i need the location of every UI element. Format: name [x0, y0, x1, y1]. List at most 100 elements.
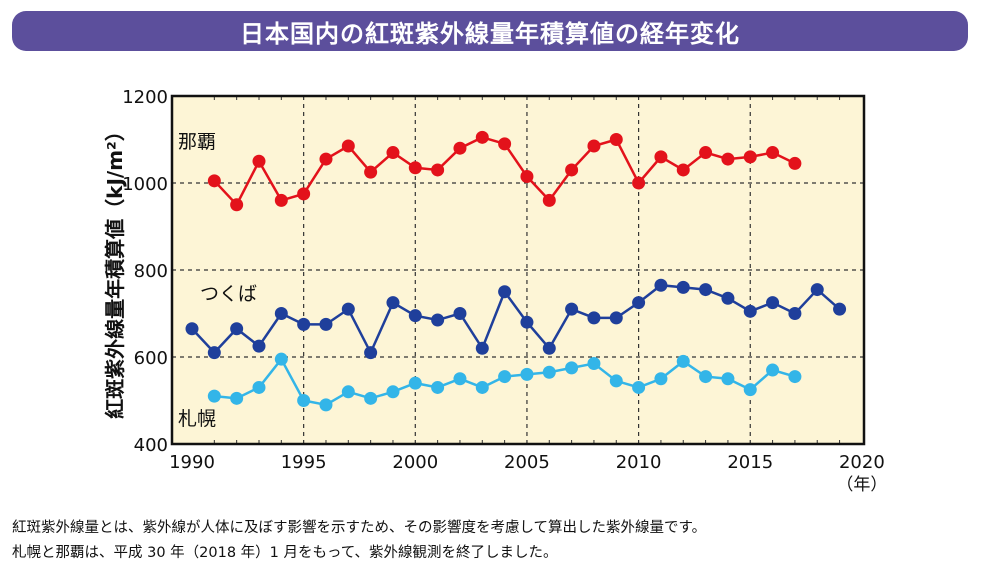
data-point [587, 311, 601, 325]
data-point [609, 133, 623, 146]
data-point [542, 193, 556, 207]
footnote-1: 紅斑紫外線量とは、紫外線が人体に及ぼす影響を示すため、その影響度を考慮して算出し… [12, 520, 707, 536]
data-point [475, 380, 489, 394]
data-point [431, 380, 445, 394]
data-point [475, 341, 489, 355]
series-label: つくば [200, 283, 257, 305]
data-point [252, 154, 266, 168]
data-point [498, 370, 512, 384]
y-tick-label: 1000 [122, 174, 168, 195]
x-tick-label: 1995 [281, 452, 327, 473]
data-point [565, 302, 579, 316]
data-point [207, 389, 221, 403]
data-point [185, 322, 199, 336]
data-point [676, 280, 690, 294]
data-point [721, 152, 735, 166]
data-point [721, 372, 735, 386]
data-point [274, 193, 288, 207]
data-point [587, 139, 601, 153]
x-tick-label: 2000 [392, 452, 438, 473]
data-point [788, 307, 802, 320]
x-tick-label: 1990 [169, 452, 215, 473]
data-point [252, 380, 266, 394]
data-point [810, 283, 824, 297]
x-tick-label: 2020 [839, 452, 885, 473]
data-point [766, 146, 780, 160]
y-tick-label: 1200 [122, 87, 168, 108]
data-point [609, 374, 623, 388]
x-tick-label: 2015 [727, 452, 773, 473]
x-tick-label: 2010 [616, 452, 662, 473]
data-point [408, 376, 422, 390]
x-axis-label: （年） [836, 475, 887, 495]
x-tick-label: 2005 [504, 452, 550, 473]
data-point [230, 198, 244, 212]
data-point [230, 322, 244, 336]
data-point [699, 146, 713, 160]
data-point [632, 296, 646, 310]
data-point [431, 313, 445, 327]
data-point [788, 156, 802, 170]
data-point [766, 363, 780, 377]
data-point [565, 361, 579, 375]
data-point [699, 283, 713, 297]
data-point [252, 339, 266, 353]
data-point [453, 372, 467, 386]
data-point [542, 365, 556, 379]
data-point [676, 354, 690, 368]
data-point [319, 317, 333, 331]
data-point [341, 139, 355, 153]
data-point [632, 176, 646, 190]
data-point [408, 309, 422, 323]
data-point [632, 380, 646, 394]
data-point [609, 311, 623, 325]
series-label: 那覇 [178, 131, 216, 153]
data-point [386, 296, 400, 310]
y-tick-label: 800 [134, 261, 168, 282]
data-point [453, 141, 467, 155]
data-point [297, 187, 311, 201]
data-point [341, 302, 355, 316]
data-point [788, 370, 802, 384]
data-point [364, 391, 378, 405]
title-banner: 日本国内の紅斑紫外線量年積算値の経年変化 [12, 11, 968, 51]
data-point [207, 346, 221, 360]
data-point [654, 278, 668, 292]
data-point [274, 307, 288, 320]
data-point [654, 372, 668, 386]
y-tick-label: 600 [134, 348, 168, 369]
data-point [364, 165, 378, 179]
data-point [207, 174, 221, 188]
data-point [565, 163, 579, 177]
data-point [230, 391, 244, 405]
data-point [721, 291, 735, 305]
data-point [520, 315, 534, 329]
data-point [587, 357, 601, 371]
data-point [743, 304, 757, 318]
footnote-2: 札幌と那覇は、平成 30 年（2018 年）1 月をもって、紫外線観測を終了しま… [12, 545, 558, 561]
data-point [542, 341, 556, 355]
data-point [699, 370, 713, 384]
data-point [766, 296, 780, 310]
data-point [386, 385, 400, 399]
data-point [341, 385, 355, 399]
plot-frame [170, 94, 866, 446]
data-point [431, 163, 445, 177]
data-point [498, 137, 512, 151]
data-point [319, 152, 333, 166]
data-point [297, 394, 311, 407]
data-point [386, 146, 400, 160]
data-point [743, 150, 757, 164]
y-axis-label: 紅斑紫外線量年積算値（kJ/m²） [103, 121, 127, 419]
data-point [475, 130, 489, 144]
y-tick-label: 400 [134, 435, 168, 456]
data-point [297, 317, 311, 331]
data-point [676, 163, 690, 177]
data-point [319, 398, 333, 412]
series-label: 札幌 [178, 408, 216, 430]
data-point [498, 285, 512, 299]
series-2: 札幌 [178, 352, 802, 430]
data-point [274, 352, 288, 366]
data-point [520, 367, 534, 381]
